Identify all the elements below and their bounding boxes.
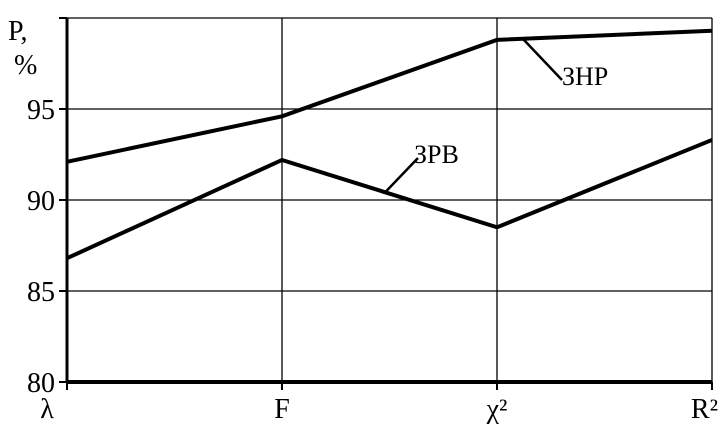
- series-group: [66, 28, 713, 261]
- series-0-label: ЗНР: [562, 62, 608, 91]
- series-line-1: [66, 138, 713, 261]
- x-tick-label-0: λ: [40, 394, 54, 425]
- x-tick-label-3: R²: [691, 394, 718, 425]
- y-tick-label-80: 80: [27, 368, 55, 399]
- series-1-label: ЗРВ: [414, 140, 459, 169]
- axes: [59, 17, 713, 390]
- y-tick-label-90: 90: [27, 186, 55, 217]
- series-1-leader-line: [384, 157, 419, 194]
- grid: [67, 17, 713, 382]
- y-axis-label-line2: %: [14, 50, 37, 81]
- y-tick-label-95: 95: [27, 95, 55, 126]
- series-line-0: [66, 28, 713, 164]
- y-axis-label-line1: P,: [8, 16, 27, 47]
- series-0-leader-line: [521, 37, 563, 81]
- x-tick-label-2: χ²: [486, 394, 508, 425]
- y-tick-label-85: 85: [27, 277, 55, 308]
- x-tick-label-1: F: [274, 394, 290, 425]
